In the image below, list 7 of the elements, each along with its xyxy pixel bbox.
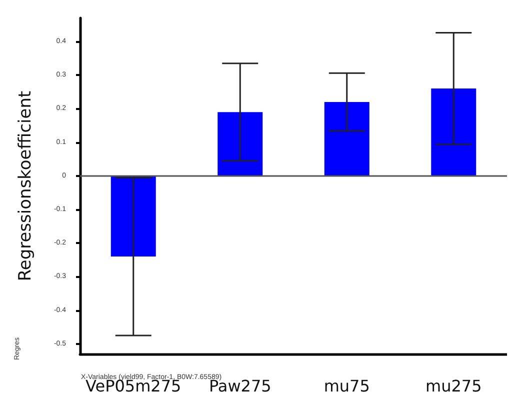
x-tick-label: mu75 [324,376,370,396]
x-tick-label: mu275 [425,376,482,396]
bar [324,102,370,176]
bar [431,88,476,176]
bar [110,176,156,257]
y-axis-title: Regressionskoefficient [16,90,36,282]
bar [218,112,263,176]
